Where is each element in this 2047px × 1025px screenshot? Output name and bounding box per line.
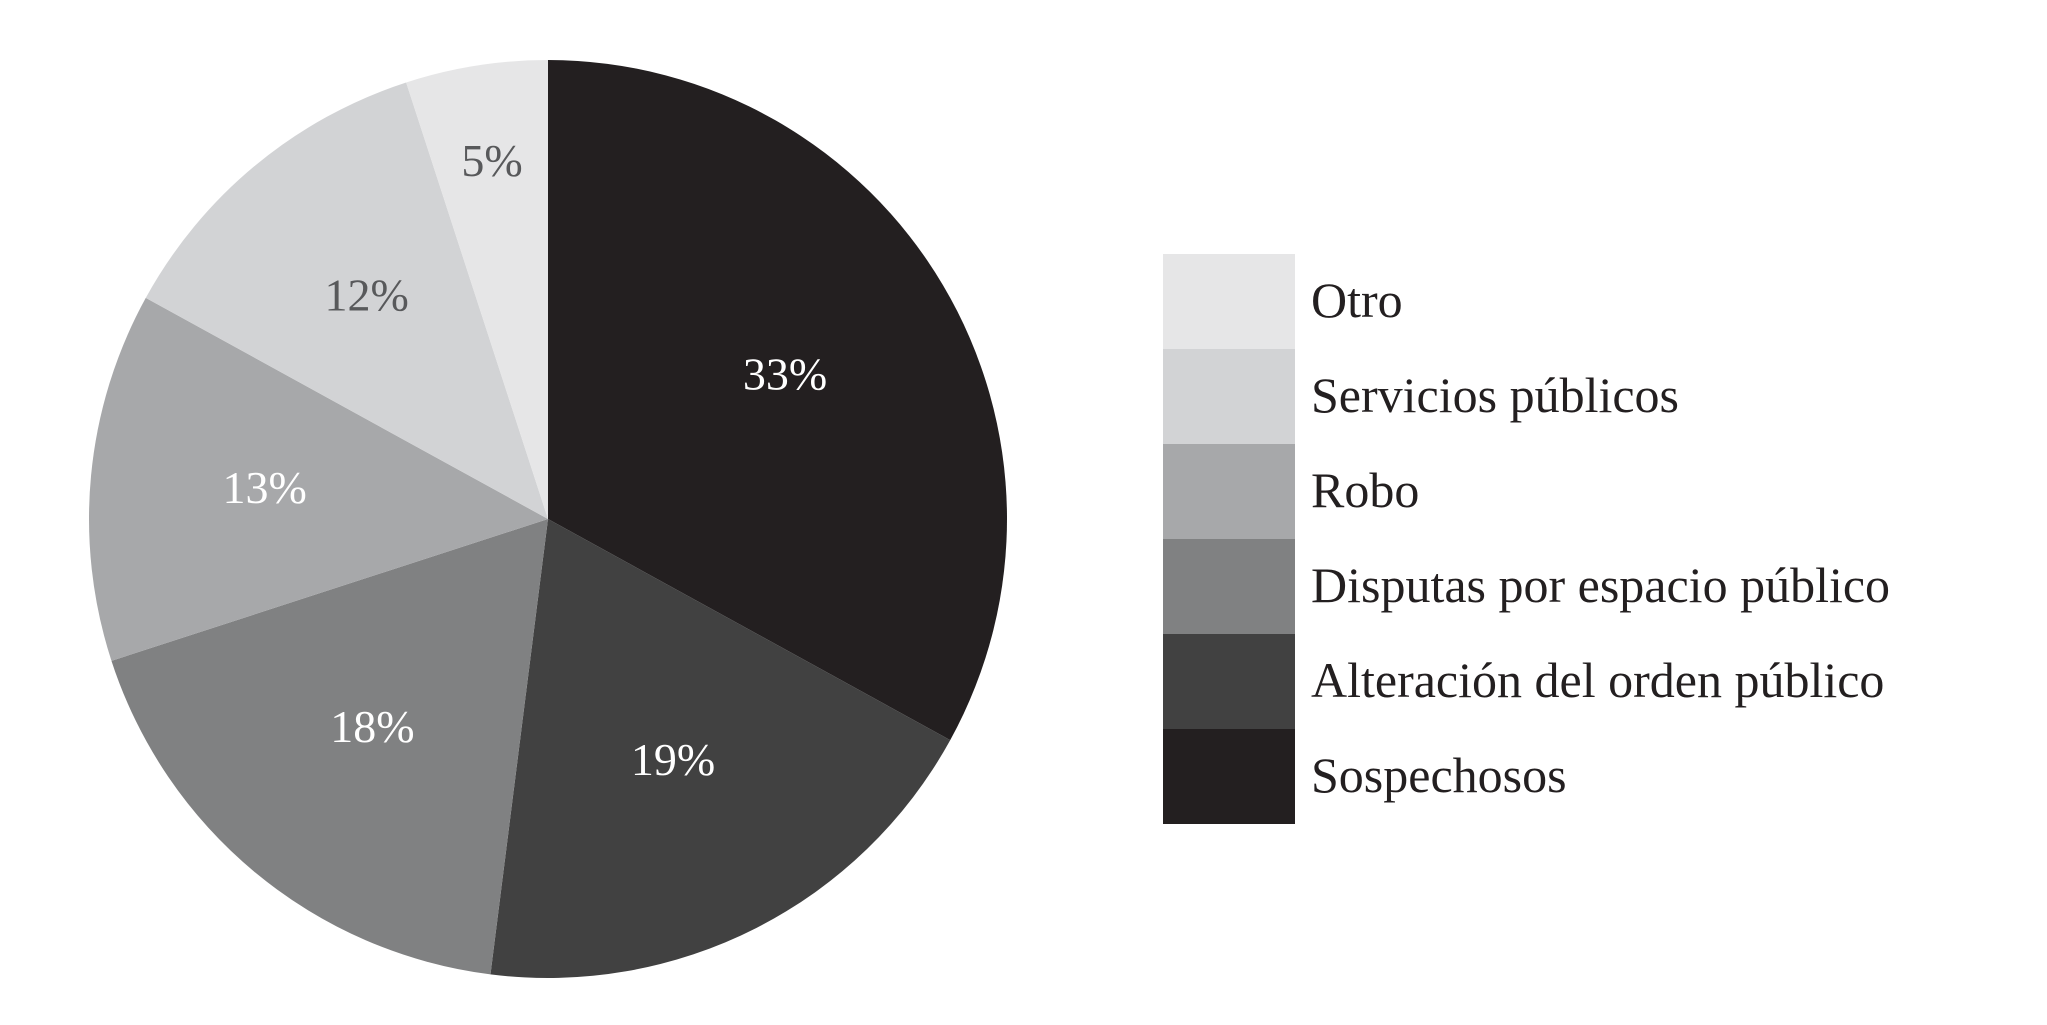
legend: Otro Servicios públicos Robo Disputas por e…: [1163, 254, 1890, 824]
pie-slice-sospechosos: [548, 60, 1008, 741]
pie-data-label-alteracion-del-orden-publico: 19%: [631, 734, 715, 785]
pie-slice-disputas-por-espacio-publico: [111, 519, 548, 975]
pie-data-label-robo: 13%: [223, 462, 307, 513]
pie-data-label-disputas-por-espacio-publico: 18%: [330, 701, 414, 752]
pie-slice-alteracion-del-orden-publico: [490, 519, 951, 978]
pie-data-label-servicios-publicos: 12%: [324, 269, 408, 320]
pie-slice-robo: [89, 297, 549, 661]
legend-swatch-servicios-publicos: [1163, 349, 1295, 444]
legend-swatch-disputas-por-espacio-publico: [1163, 539, 1295, 634]
legend-label-robo: Robo: [1311, 462, 1419, 518]
legend-swatch-sospechosos: [1163, 729, 1295, 824]
pie-slice-otro: [406, 60, 548, 519]
legend-label-otro: Otro: [1311, 272, 1403, 328]
legend-swatch-robo: [1163, 444, 1295, 539]
legend-label-sospechosos: Sospechosos: [1311, 747, 1567, 803]
legend-label-alteracion-del-orden-publico: Alteración del orden público: [1311, 652, 1884, 708]
legend-swatch-otro: [1163, 254, 1295, 349]
legend-label-servicios-publicos: Servicios públicos: [1311, 367, 1679, 423]
pie-slices: [89, 60, 1008, 978]
pie-slice-servicios-publicos: [145, 82, 548, 519]
pie-data-label-sospechosos: 33%: [743, 348, 827, 399]
pie-slice-labels: 33% 19% 18% 13% 12% 5%: [223, 135, 828, 785]
pie-data-label-otro: 5%: [461, 135, 522, 186]
legend-label-disputas-por-espacio-publico: Disputas por espacio público: [1311, 557, 1890, 613]
legend-swatch-alteracion-del-orden-publico: [1163, 634, 1295, 729]
